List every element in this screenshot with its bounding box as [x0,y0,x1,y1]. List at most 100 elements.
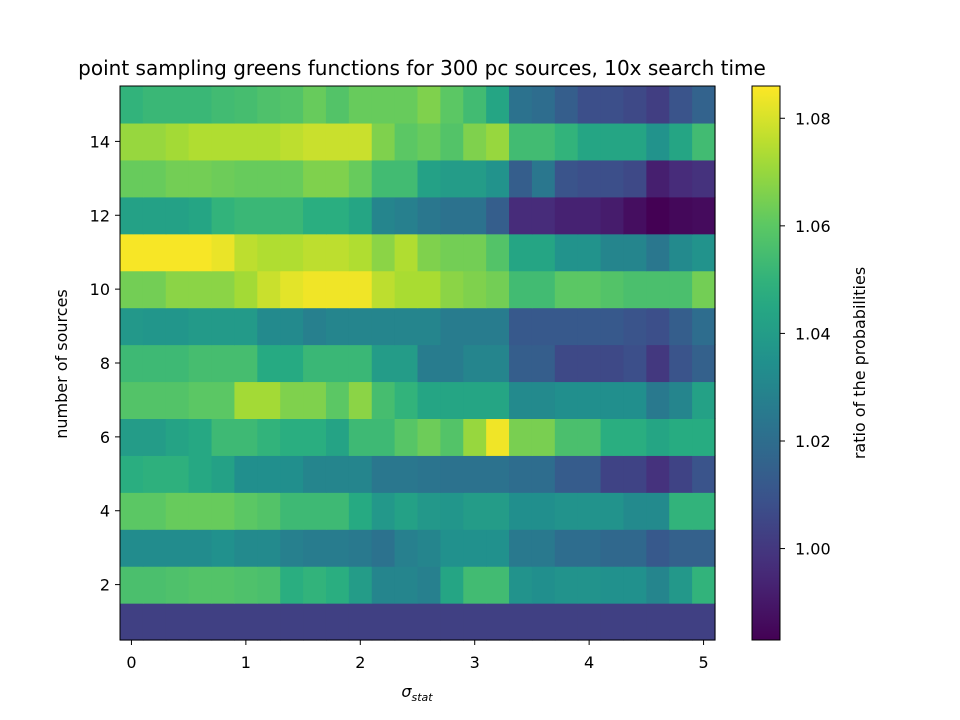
heatmap-cell [440,529,464,567]
heatmap-cell [509,159,533,198]
heatmap-cell [371,455,396,493]
heatmap-cell [600,233,625,272]
heatmap-cell [165,492,190,530]
heatmap-cell [257,566,281,604]
heatmap-cell [325,381,350,419]
heatmap-cell [211,122,236,161]
heatmap-cell [394,233,419,272]
heatmap-cell [531,455,556,493]
heatmap-cell [188,566,213,604]
y-tick-label: 10 [90,280,110,299]
heatmap-cell [531,122,556,161]
heatmap-cell [188,86,213,124]
heatmap-cell [554,86,579,124]
heatmap-cell [394,86,419,124]
heatmap-cell [600,381,625,419]
heatmap-cell [371,159,396,198]
heatmap-cell [394,122,419,161]
heatmap-cell [120,233,144,272]
heatmap-cell [417,233,441,272]
colorbar-tick-label: 1.04 [795,324,831,343]
heatmap-cell [165,418,190,456]
x-tick-label: 0 [126,653,136,672]
heatmap-cell [303,86,327,124]
heatmap-cell [280,233,304,272]
colorbar-label: ratio of the probabilities [850,267,869,459]
heatmap-cell [188,159,213,198]
heatmap-cell [142,603,167,641]
heatmap-cell [486,344,510,383]
heatmap-cell [417,307,441,346]
heatmap-cell [394,603,419,641]
heatmap-cell [669,86,693,124]
heatmap-cell [531,196,556,235]
x-tick-label: 3 [470,653,480,672]
heatmap-cell [600,122,625,161]
heatmap-cell [303,529,327,567]
heatmap-cell [669,344,693,383]
heatmap-cell [280,122,304,161]
heatmap-cell [486,196,510,235]
heatmap-cell [509,122,533,161]
heatmap-cell [325,603,350,641]
heatmap-cell [554,529,579,567]
heatmap-cell [486,159,510,198]
heatmap-cell [165,159,190,198]
heatmap-cell [600,196,625,235]
heatmap-cell [348,603,373,641]
heatmap-cell [348,529,373,567]
heatmap-cell [371,270,396,309]
heatmap-cell [280,307,304,346]
heatmap-cell [692,270,716,309]
heatmap-cell [554,455,579,493]
heatmap-cell [234,307,258,346]
heatmap-cell [440,122,464,161]
heatmap-cell [440,307,464,346]
heatmap-cell [509,86,533,124]
heatmap-cell [669,196,693,235]
heatmap-cell [303,196,327,235]
heatmap-cell [669,566,693,604]
heatmap-cell [440,381,464,419]
heatmap-cell [669,307,693,346]
heatmap-cell [623,418,647,456]
heatmap-cell [371,381,396,419]
heatmap-cell [234,344,258,383]
heatmap-cell [142,86,167,124]
heatmap-cell [165,344,190,383]
heatmap-cell [188,603,213,641]
heatmap-cell [600,307,625,346]
heatmap-cell [600,270,625,309]
heatmap-cell [554,159,579,198]
heatmap-cell [325,159,350,198]
heatmap-cell [348,418,373,456]
heatmap-cell [142,529,167,567]
heatmap-cell [280,381,304,419]
heatmap-cell [325,418,350,456]
heatmap-cell [531,603,556,641]
heatmap-cell [554,122,579,161]
heatmap-cell [371,344,396,383]
heatmap-cell [394,566,419,604]
heatmap-cell [257,455,281,493]
heatmap-cell [623,196,647,235]
heatmap-cell [509,344,533,383]
heatmap-cell [417,566,441,604]
heatmap-cell [234,159,258,198]
heatmap-cell [257,270,281,309]
heatmap-cell [165,381,190,419]
heatmap-cell [142,233,167,272]
heatmap-cell [646,196,670,235]
heatmap-cell [646,270,670,309]
heatmap-cell [394,418,419,456]
heatmap-cell [692,122,716,161]
heatmap-cell [211,159,236,198]
heatmap-cell [142,159,167,198]
heatmap-cell [394,307,419,346]
heatmap-cell [463,603,487,641]
heatmap-cell [554,344,579,383]
heatmap-cell [486,86,510,124]
heatmap-cell [188,122,213,161]
heatmap-cell [234,455,258,493]
heatmap-cell [120,418,144,456]
